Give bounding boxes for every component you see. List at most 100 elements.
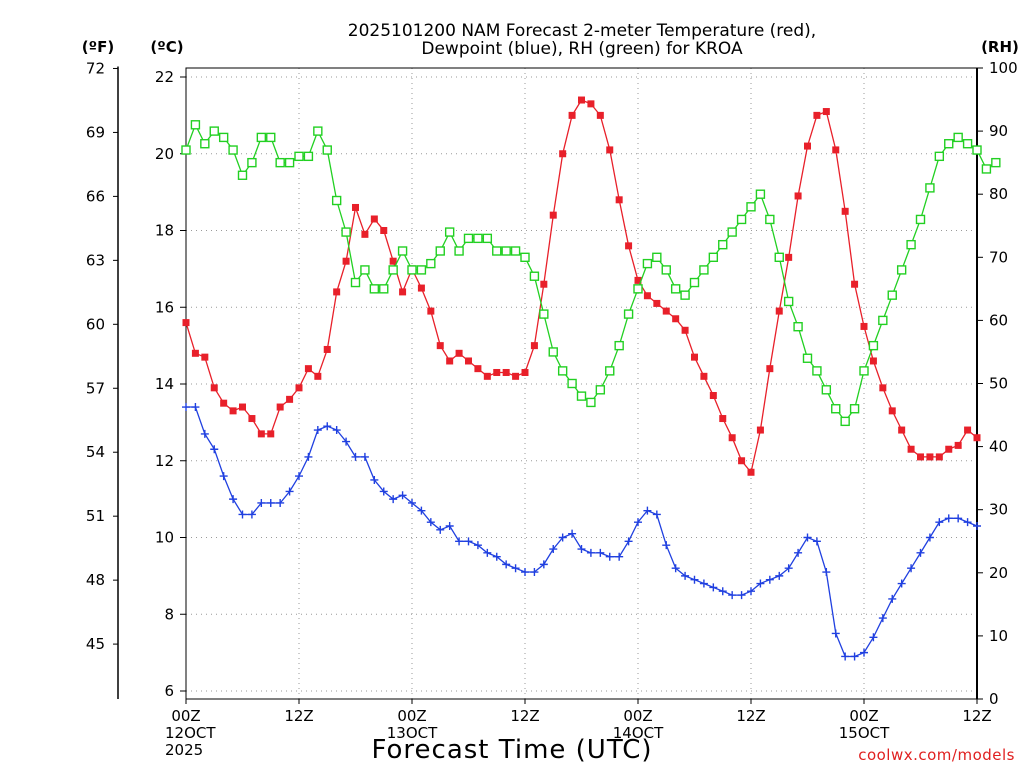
temperature-point [502,368,510,376]
dewpoint-point [464,537,473,546]
fahrenheit-unit-label: (ºF) [82,38,114,56]
dewpoint-point [935,518,944,527]
dewpoint-point [728,591,737,600]
rh-point [576,391,587,401]
rh-point [896,265,907,275]
dewpoint-point [200,429,209,438]
dewpoint-point [351,452,360,461]
fahrenheit-tick-label: 72 [86,59,105,77]
dewpoint-point [652,510,661,519]
dewpoint-point [634,518,642,527]
rh-point [501,246,511,256]
temperature-point [380,227,388,234]
x-tick-label: 12Z [284,707,313,725]
axes: 6 8 10 12 14 16 18 20 22 45 48 51 54 57 60 63 66 69 72 0 10 2… [86,59,1018,759]
rh-point [463,233,474,244]
dewpoint-line [186,406,978,658]
temperature-point [832,146,840,154]
temperature-point [587,100,595,108]
x-axis-label: Forecast Time (UTC) [371,735,652,765]
temperature-point [389,257,397,265]
temperature-point [549,211,557,219]
dewpoint-point [718,587,727,596]
temperature-point [210,384,218,392]
dewpoint-point [492,552,501,561]
rh-point [661,265,671,275]
rh-tick-label: 60 [989,311,1008,329]
dewpoint-point [426,518,435,527]
temperature-point [568,111,576,119]
rh-point [680,290,690,300]
dewpoint-point [747,587,755,596]
rh-point [878,315,888,326]
dewpoint-point [304,452,313,461]
temperature-point [220,399,228,407]
rh-point [218,132,229,143]
temperature-point [540,280,548,288]
dewpoint-point [257,498,266,507]
rh-point [774,252,784,263]
temperature-point [747,468,755,476]
temperature-point [794,192,802,200]
temperature-point [229,407,237,415]
temperature-point [521,368,529,376]
temperature-point [964,426,972,434]
celsius-tick-label: 10 [155,529,174,547]
dewpoint-point [944,514,953,523]
series-temperature [182,96,981,476]
temperature-point [756,426,764,434]
dewpoint-point [379,487,388,496]
dewpoint-point [191,403,200,412]
dewpoint-point [210,445,219,454]
dewpoint-point [690,575,699,584]
temperature-point [606,146,614,154]
rh-point [557,366,568,376]
x-tick-label: 00Z [171,707,200,725]
fahrenheit-tick-label: 63 [86,251,105,269]
dewpoint-point [624,537,633,546]
rh-point [718,239,728,250]
temperature-point [427,307,435,315]
temperature-point [625,242,633,250]
x-tick-label: 12Z [962,707,991,725]
temperature-point [973,434,981,442]
temperature-point [201,353,209,361]
celsius-tick-label: 18 [155,222,174,240]
temperature-point [191,349,199,357]
dewpoint-point [596,548,605,557]
series-rh [181,120,1001,427]
temperature-point [954,441,962,449]
temperature-point [333,288,341,296]
rh-point [313,126,323,136]
x-tick-label: 12OCT [165,724,216,742]
rh-point [294,151,304,162]
chart-title-line-2: Dewpoint (blue), RH (green) for KROA [421,39,743,59]
dewpoint-point [549,545,558,554]
source-credit: coolwx.com/models [858,746,1015,764]
rh-point [642,258,653,269]
temperature-point [935,453,943,461]
fahrenheit-tick-label: 48 [86,571,105,589]
x-tick-label: 14OCT [613,724,664,742]
series-dewpoint [182,403,981,661]
temperature-point [276,403,284,411]
rh-point [699,265,709,275]
dewpoint-point [925,533,934,542]
dewpoint-point [182,403,190,412]
rh-point [350,277,361,288]
dewpoint-point [483,548,492,557]
rh-point [237,170,248,180]
rh-point [802,353,813,363]
dewpoint-point [662,541,671,550]
dewpoint-point [332,426,341,435]
temperature-point [182,319,190,327]
rh-tick-label: 80 [989,185,1008,203]
rh-point [783,296,794,307]
dewpoint-point [897,579,906,588]
rh-point [209,126,219,136]
rh-point [727,227,737,237]
rh-tick-label: 20 [989,564,1008,582]
dewpoint-point [973,521,981,530]
temperature-point [672,315,680,323]
rh-point [548,347,558,357]
